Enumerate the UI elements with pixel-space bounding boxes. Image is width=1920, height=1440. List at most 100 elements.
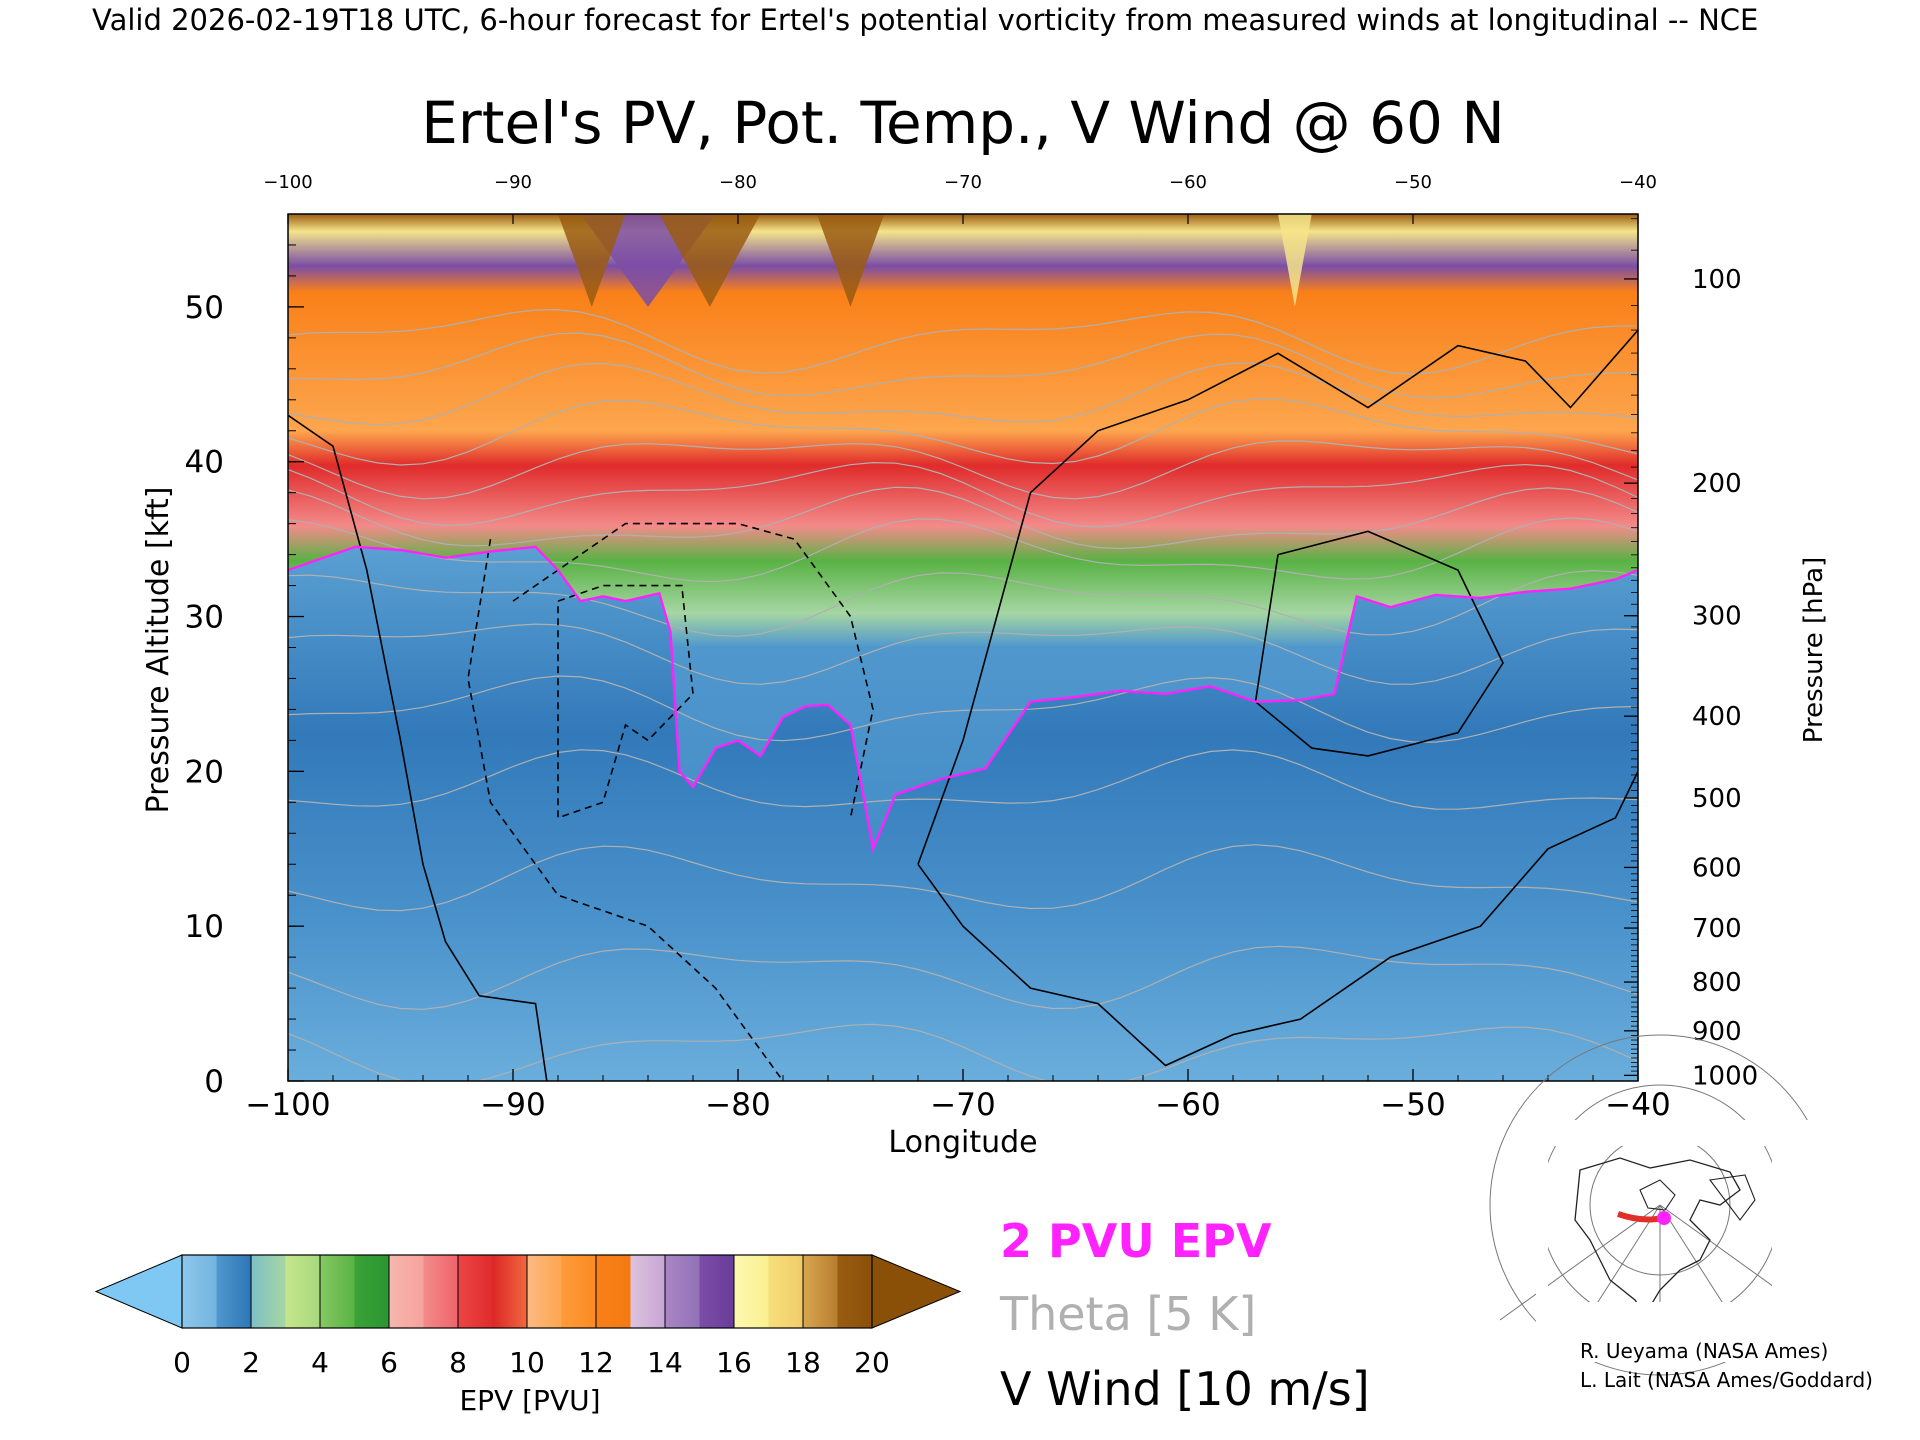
- pressure-tick-label: 400: [1692, 702, 1742, 732]
- pressure-tick-label: 200: [1692, 469, 1742, 499]
- valid-time-header: Valid 2026-02-19T18 UTC, 6-hour forecast…: [92, 3, 1758, 37]
- top-tick-label: −80: [719, 172, 757, 193]
- pressure-tick-label: 500: [1692, 784, 1742, 814]
- theta-contour: [288, 486, 1638, 550]
- vwind-contour: [917, 329, 1638, 865]
- colorbar-segment: [492, 1255, 528, 1328]
- colorbar-segment: [285, 1255, 321, 1328]
- vwind-contour: [917, 771, 1638, 1067]
- theta-contours: [288, 308, 1638, 1081]
- pressure-tick-label: 300: [1692, 602, 1742, 632]
- pv-plume: [1278, 214, 1312, 307]
- map-location-marker: [1657, 1211, 1671, 1225]
- x-tick-label: −80: [705, 1087, 770, 1123]
- top-tick-label: −70: [944, 172, 982, 193]
- top-tick-label: −40: [1619, 172, 1657, 193]
- pv-plume: [659, 214, 761, 307]
- colorbar-under-arrow: [94, 1254, 183, 1329]
- theta-contour: [288, 945, 1638, 1010]
- vwind-contour: [512, 522, 874, 818]
- y-tick-label: 0: [204, 1064, 224, 1100]
- colorbar-segment: [354, 1255, 390, 1328]
- vwind-contour: [467, 538, 784, 1081]
- top-tick-label: −90: [494, 172, 532, 193]
- theta-contour: [288, 569, 1638, 637]
- colorbar-segment: [837, 1255, 873, 1328]
- colorbar-segment: [423, 1255, 459, 1328]
- pressure-tick-label: 700: [1692, 914, 1742, 944]
- pv-2pvu-line: [288, 545, 1638, 854]
- x-tick-label: −60: [1155, 1087, 1220, 1123]
- vwind-contour: [557, 584, 694, 819]
- legend-theta: Theta [5 K]: [999, 1287, 1256, 1341]
- colorbar-segment: [527, 1255, 563, 1328]
- pressure-tick-label: 100: [1692, 265, 1742, 295]
- colorbar-segment: [768, 1255, 804, 1328]
- colorbar-label: EPV [PVU]: [459, 1384, 600, 1417]
- x-axis-label: Longitude: [888, 1125, 1037, 1160]
- credit-line-2: L. Lait (NASA Ames/Goddard): [1580, 1368, 1873, 1392]
- colorbar-segment: [458, 1255, 494, 1328]
- top-tick-label: −60: [1169, 172, 1207, 193]
- pv-plume: [558, 214, 626, 307]
- x-tick-label: −100: [245, 1087, 330, 1123]
- theta-contour: [288, 440, 1638, 500]
- pressure-tick-label: 1000: [1692, 1061, 1758, 1091]
- colorbar-segment: [182, 1255, 218, 1328]
- polar-stereographic-locator-map: [1489, 1034, 1836, 1376]
- theta-contour: [288, 844, 1638, 912]
- colorbar-tick-label: 4: [311, 1346, 329, 1379]
- colorbar-segment: [561, 1255, 597, 1328]
- x-tick-label: −40: [1605, 1087, 1670, 1123]
- y-tick-label: 30: [185, 600, 224, 636]
- colorbar-tick-label: 12: [578, 1346, 614, 1379]
- plot-area: [288, 214, 1638, 1081]
- pressure-axis: 100 200 300 400 500 600 700 800 900 1000: [1624, 218, 1758, 1091]
- pressure-axis-label: Pressure [hPa]: [1799, 557, 1829, 744]
- colorbar-segment: [630, 1255, 666, 1328]
- top-tick-label: −50: [1394, 172, 1432, 193]
- theta-contour: [288, 308, 1638, 375]
- theta-contour: [288, 623, 1638, 685]
- pressure-tick-label: 800: [1692, 968, 1742, 998]
- y-axis: 0 10 20 30 40 50: [185, 213, 304, 1100]
- legend-2pvu: 2 PVU EPV: [1000, 1214, 1272, 1268]
- theta-contour: [288, 398, 1638, 466]
- legend-vwind: V Wind [10 m/s]: [1000, 1362, 1370, 1416]
- theta-contour: [288, 517, 1638, 583]
- colorbar: 0 2 4 6 8 10 12 14 16 18 20: [94, 1254, 962, 1379]
- colorbar-tick-label: 18: [785, 1346, 821, 1379]
- pv-plumes: [558, 214, 1312, 307]
- theta-contour: [288, 332, 1638, 399]
- chart-title: Ertel's PV, Pot. Temp., V Wind @ 60 N: [421, 89, 1504, 157]
- credit-line-1: R. Ueyama (NASA Ames): [1580, 1339, 1828, 1363]
- colorbar-tick-label: 2: [242, 1346, 260, 1379]
- y-tick-label: 10: [185, 909, 224, 945]
- colorbar-tick-label: 6: [380, 1346, 398, 1379]
- colorbar-segment: [803, 1255, 839, 1328]
- vwind-contours: [288, 329, 1638, 1081]
- theta-contour: [288, 362, 1638, 426]
- colorbar-tick-label: 8: [449, 1346, 467, 1379]
- theta-contour: [288, 749, 1638, 810]
- x-tick-label: −50: [1380, 1087, 1445, 1123]
- colorbar-segment: [251, 1255, 287, 1328]
- top-tick-label: −100: [263, 172, 312, 193]
- x-axis: −100 −90 −80 −70 −60 −50 −40: [245, 1069, 1671, 1123]
- y-tick-label: 50: [185, 290, 224, 326]
- colorbar-tick-label: 0: [173, 1346, 191, 1379]
- y-tick-label: 20: [185, 754, 224, 790]
- pressure-tick-label: 600: [1692, 853, 1742, 883]
- pressure-tick-label: 900: [1692, 1017, 1742, 1047]
- colorbar-segment: [216, 1255, 252, 1328]
- colorbar-segment: [596, 1255, 632, 1328]
- vwind-contour: [1254, 530, 1504, 757]
- y-tick-label: 40: [185, 445, 224, 481]
- colorbar-segment: [389, 1255, 425, 1328]
- colorbar-segment: [320, 1255, 356, 1328]
- x-tick-label: −70: [930, 1087, 995, 1123]
- colorbar-segment: [734, 1255, 770, 1328]
- colorbar-segment: [665, 1255, 701, 1328]
- y-axis-label: Pressure Altitude [kft]: [141, 487, 176, 814]
